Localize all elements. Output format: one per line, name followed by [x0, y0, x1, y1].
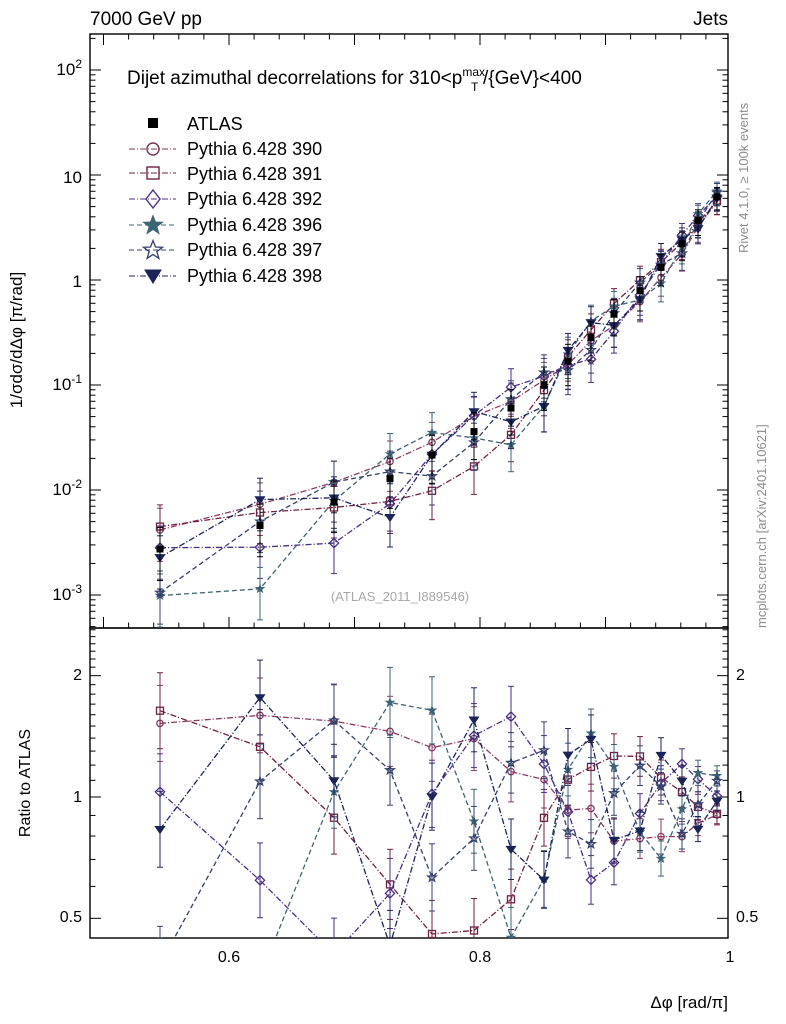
- svg-text:0.5: 0.5: [60, 909, 82, 926]
- svg-text:1/σdσ/dΔφ [π/rad]: 1/σdσ/dΔφ [π/rad]: [7, 272, 26, 408]
- svg-text:Δφ [rad/π]: Δφ [rad/π]: [650, 993, 728, 1012]
- svg-text:1: 1: [736, 789, 745, 806]
- svg-text:ATLAS: ATLAS: [187, 114, 243, 134]
- svg-text:Pythia 6.428 392: Pythia 6.428 392: [187, 189, 322, 209]
- svg-text:1: 1: [73, 789, 82, 806]
- svg-text:Jets: Jets: [693, 9, 728, 30]
- svg-text:/{GeV}<400: /{GeV}<400: [483, 68, 582, 89]
- svg-text:mcplots.cern.ch [arXiv:2401.10: mcplots.cern.ch [arXiv:2401.10621]: [754, 424, 769, 628]
- svg-text:1: 1: [726, 949, 735, 966]
- svg-text:Pythia 6.428 397: Pythia 6.428 397: [187, 240, 322, 260]
- svg-text:Ratio to ATLAS: Ratio to ATLAS: [17, 729, 34, 837]
- svg-text:Pythia 6.428 398: Pythia 6.428 398: [187, 266, 322, 286]
- svg-text:Pythia 6.428 390: Pythia 6.428 390: [187, 139, 322, 159]
- svg-text:0.6: 0.6: [218, 949, 240, 966]
- svg-text:0.5: 0.5: [736, 909, 758, 926]
- svg-text:Pythia 6.428 391: Pythia 6.428 391: [187, 164, 322, 184]
- svg-text:(ATLAS_2011_I889546): (ATLAS_2011_I889546): [331, 589, 469, 604]
- svg-text:0.8: 0.8: [469, 949, 491, 966]
- svg-text:1: 1: [73, 272, 82, 291]
- svg-text:7000 GeV pp: 7000 GeV pp: [90, 9, 202, 30]
- svg-text:T: T: [471, 80, 479, 94]
- svg-text:Rivet 4.1.0, ≥ 100k events: Rivet 4.1.0, ≥ 100k events: [736, 102, 751, 253]
- svg-text:Pythia 6.428 396: Pythia 6.428 396: [187, 215, 322, 235]
- svg-text:10: 10: [63, 168, 82, 187]
- svg-text:2: 2: [736, 667, 745, 684]
- svg-text:Dijet azimuthal decorrelations: Dijet azimuthal decorrelations for 310<p…: [127, 65, 485, 89]
- svg-text:2: 2: [73, 667, 82, 684]
